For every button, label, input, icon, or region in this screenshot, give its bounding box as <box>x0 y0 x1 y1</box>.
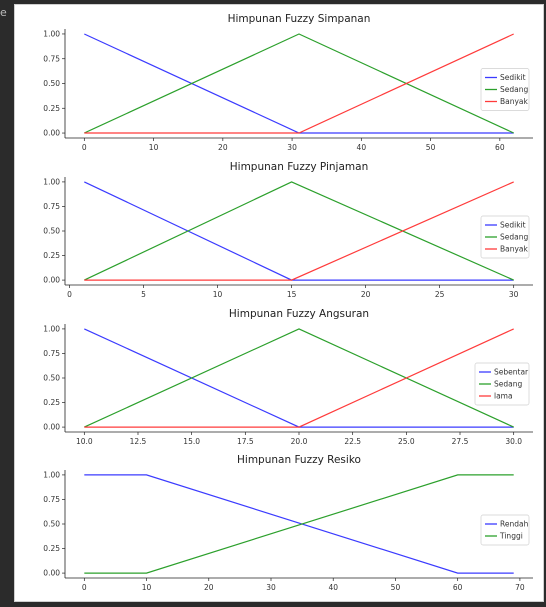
chart-panel-1: Himpunan Fuzzy Simpanan 0.00 0.25 0.50 0.75 1… <box>43 13 533 152</box>
x-tick-label: 22.5 <box>344 437 361 446</box>
series-line-sedang <box>84 328 514 428</box>
legend-box <box>480 215 530 259</box>
x-tick-label: 50 <box>391 583 401 592</box>
y-tick-label: 0.50 <box>43 79 60 88</box>
x-tick-label: 15.0 <box>183 437 200 446</box>
y-tick-label: 1.00 <box>43 30 60 39</box>
legend-entry-rendah: Rendah <box>500 520 529 529</box>
x-tick-label: 25.0 <box>398 437 415 446</box>
legend-entry-sedang: Sedang <box>500 85 528 94</box>
figure-output: Himpunan Fuzzy Simpanan 0.00 0.25 0.50 0.75 1… <box>14 4 544 602</box>
x-tick-label: 12.5 <box>130 437 147 446</box>
chart-panel-2: Himpunan Fuzzy Pinjaman 0.00 0.25 0.50 0.75 1… <box>43 161 533 299</box>
fuzzy-membership-figure: Himpunan Fuzzy Simpanan 0.00 0.25 0.50 0.75 1… <box>43 13 533 592</box>
legend-entry-sedikit: Sedikit <box>500 221 526 230</box>
legend-entry-sedikit: Sedikit <box>500 73 526 82</box>
series-line-banyak <box>84 181 514 281</box>
y-tick-label: 0.25 <box>43 104 60 113</box>
series-line-rendah <box>84 474 514 574</box>
x-tick-label: 40 <box>328 583 338 592</box>
chart-title: Himpunan Fuzzy Simpanan <box>228 13 371 25</box>
series-line-sebentar <box>84 328 514 428</box>
y-tick-label: 0.00 <box>43 129 60 138</box>
legend-entry-banyak: Banyak <box>500 245 529 254</box>
x-tick-label: 50 <box>426 143 436 152</box>
x-tick-label: 20.0 <box>291 437 308 446</box>
legend-box <box>474 362 530 406</box>
chart-title: Himpunan Fuzzy Pinjaman <box>230 161 368 173</box>
x-tick-label: 5 <box>141 290 146 299</box>
y-tick-label: 0.75 <box>43 202 60 211</box>
x-tick-label: 15 <box>287 290 297 299</box>
chart-title: Himpunan Fuzzy Angsuran <box>229 308 369 320</box>
y-tick-label: 0.50 <box>43 227 60 236</box>
chart-panel-4: Himpunan Fuzzy Resiko 0.00 0.25 0.50 0.75 1.0… <box>43 454 533 592</box>
cell-indicator-icon: e <box>0 6 7 19</box>
x-tick-label: 30 <box>287 143 297 152</box>
x-tick-label: 20 <box>218 143 228 152</box>
x-tick-label: 10 <box>142 583 152 592</box>
x-tick-label: 60 <box>495 143 505 152</box>
x-tick-label: 10 <box>213 290 223 299</box>
y-tick-label: 0.00 <box>43 423 60 432</box>
y-tick-label: 0.75 <box>43 495 60 504</box>
y-tick-label: 1.00 <box>43 178 60 187</box>
legend-entry-sedang: Sedang <box>494 380 522 389</box>
x-tick-label: 30 <box>266 583 276 592</box>
series-line-sedang <box>84 181 514 281</box>
y-tick-label: 0.50 <box>43 520 60 529</box>
y-tick-label: 0.75 <box>43 54 60 63</box>
legend-entry-sedang: Sedang <box>500 233 528 242</box>
x-tick-label: 27.5 <box>452 437 469 446</box>
y-tick-label: 0.25 <box>43 251 60 260</box>
x-tick-label: 25 <box>435 290 445 299</box>
series-line-banyak <box>84 33 514 134</box>
x-tick-label: 40 <box>357 143 367 152</box>
x-tick-label: 17.5 <box>237 437 254 446</box>
legend-entry-lama: lama <box>494 392 513 401</box>
series-line-sedang <box>84 33 514 134</box>
series-line-tinggi <box>84 474 514 574</box>
x-tick-label: 30.0 <box>505 437 522 446</box>
y-tick-label: 0.00 <box>43 276 60 285</box>
y-tick-label: 1.00 <box>43 471 60 480</box>
series-line-sedikit <box>84 33 514 134</box>
y-tick-label: 0.50 <box>43 374 60 383</box>
series-line-lama <box>84 328 514 428</box>
x-tick-label: 20 <box>361 290 371 299</box>
x-tick-label: 30 <box>509 290 519 299</box>
x-tick-label: 20 <box>204 583 214 592</box>
y-tick-label: 0.25 <box>43 398 60 407</box>
legend-entry-tinggi: Tinggi <box>499 532 523 541</box>
legend-entry-sebentar: Sebentar <box>494 368 529 377</box>
x-tick-label: 10 <box>149 143 159 152</box>
x-tick-label: 0 <box>82 583 87 592</box>
x-tick-label: 60 <box>453 583 463 592</box>
legend-box <box>480 68 530 111</box>
legend-box <box>480 514 530 546</box>
y-tick-label: 0.25 <box>43 544 60 553</box>
y-tick-label: 0.75 <box>43 349 60 358</box>
y-tick-label: 0.00 <box>43 569 60 578</box>
chart-panel-3: Himpunan Fuzzy Angsuran 0.00 0.25 0.50 0.75 1… <box>43 308 533 446</box>
x-tick-label: 0 <box>82 143 87 152</box>
chart-title: Himpunan Fuzzy Resiko <box>237 454 361 466</box>
x-tick-label: 70 <box>515 583 525 592</box>
legend-entry-banyak: Banyak <box>500 97 529 106</box>
series-line-sedikit <box>84 181 514 281</box>
y-tick-label: 1.00 <box>43 325 60 334</box>
x-tick-label: 10.0 <box>76 437 93 446</box>
x-tick-label: 0 <box>67 290 72 299</box>
